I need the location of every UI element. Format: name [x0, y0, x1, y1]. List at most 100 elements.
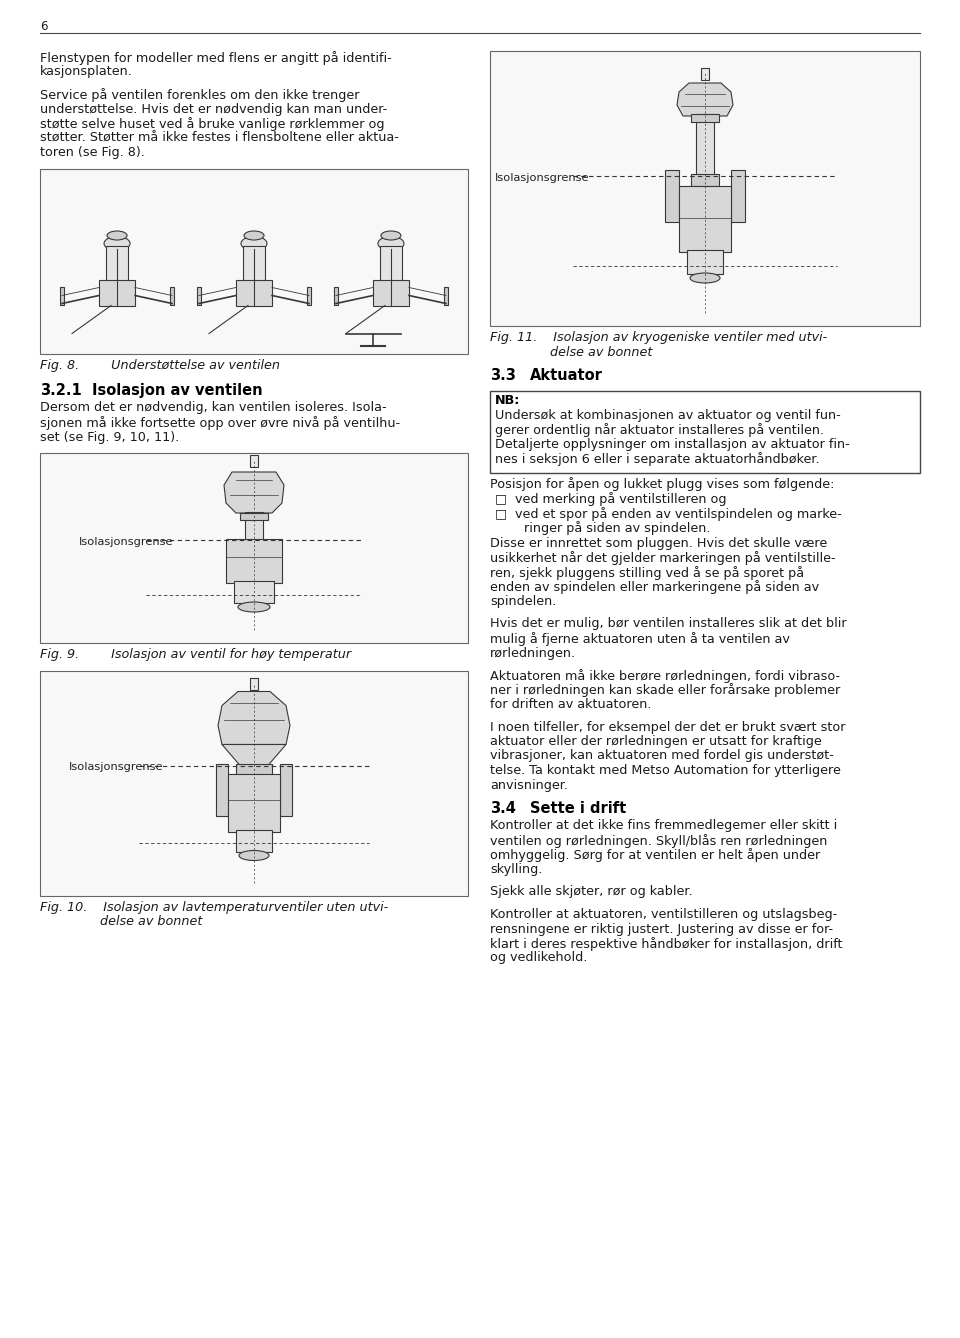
Text: omhyggelig. Sørg for at ventilen er helt åpen under: omhyggelig. Sørg for at ventilen er helt… — [490, 848, 820, 863]
Bar — [380, 245, 402, 281]
Bar — [236, 830, 272, 851]
Text: □  ved merking på ventilstilleren og: □ ved merking på ventilstilleren og — [495, 492, 727, 507]
Text: mulig å fjerne aktuatoren uten å ta ventilen av: mulig å fjerne aktuatoren uten å ta vent… — [490, 632, 790, 646]
Text: anvisninger.: anvisninger. — [490, 779, 568, 792]
Text: enden av spindelen eller markeringene på siden av: enden av spindelen eller markeringene på… — [490, 581, 819, 594]
Text: Undersøk at kombinasjonen av aktuator og ventil fun-: Undersøk at kombinasjonen av aktuator og… — [495, 409, 841, 421]
Bar — [687, 250, 723, 274]
Bar — [696, 114, 714, 177]
Bar — [40, 454, 468, 644]
Bar — [106, 245, 128, 281]
Text: Disse er innrettet som pluggen. Hvis det skulle være: Disse er innrettet som pluggen. Hvis det… — [490, 537, 828, 550]
Bar — [334, 286, 338, 305]
Text: understøttelse. Hvis det er nødvendig kan man under-: understøttelse. Hvis det er nødvendig ka… — [40, 103, 387, 115]
Text: Isolasjonsgrense: Isolasjonsgrense — [79, 537, 174, 547]
Polygon shape — [218, 692, 290, 744]
Text: usikkerhet når det gjelder markeringen på ventilstille-: usikkerhet når det gjelder markeringen p… — [490, 551, 835, 566]
Text: Dersom det er nødvendig, kan ventilen isoleres. Isola-: Dersom det er nødvendig, kan ventilen is… — [40, 401, 387, 415]
Text: aktuator eller der rørledningen er utsatt for kraftige: aktuator eller der rørledningen er utsat… — [490, 735, 822, 748]
Bar — [240, 512, 268, 520]
Text: 6: 6 — [40, 20, 47, 33]
Bar — [236, 764, 272, 776]
Text: toren (se Fig. 8).: toren (se Fig. 8). — [40, 146, 145, 159]
Bar — [60, 286, 64, 305]
Text: vibrasjoner, kan aktuatoren med fordel gis understøt-: vibrasjoner, kan aktuatoren med fordel g… — [490, 749, 834, 763]
Bar — [490, 51, 920, 326]
Text: 3.3: 3.3 — [490, 368, 516, 383]
Text: Isolasjonsgrense: Isolasjonsgrense — [69, 763, 163, 772]
Text: støtter. Støtter må ikke festes i flensboltene eller aktua-: støtter. Støtter må ikke festes i flensb… — [40, 131, 398, 145]
Text: skylling.: skylling. — [490, 863, 542, 876]
Text: ren, sjekk pluggens stilling ved å se på sporet på: ren, sjekk pluggens stilling ved å se på… — [490, 566, 804, 579]
Text: 3.2.1: 3.2.1 — [40, 383, 82, 397]
Bar — [691, 114, 719, 122]
Text: Isolasjonsgrense: Isolasjonsgrense — [495, 173, 589, 183]
Text: Hvis det er mulig, bør ventilen installeres slik at det blir: Hvis det er mulig, bør ventilen installe… — [490, 618, 847, 630]
Text: ner i rørledningen kan skade eller forårsake problemer: ner i rørledningen kan skade eller forår… — [490, 684, 840, 697]
Bar — [99, 280, 135, 305]
Text: set (se Fig. 9, 10, 11).: set (se Fig. 9, 10, 11). — [40, 431, 180, 443]
Ellipse shape — [104, 237, 130, 250]
Polygon shape — [224, 472, 284, 512]
Text: Sette i drift: Sette i drift — [530, 801, 626, 816]
Bar — [679, 186, 731, 252]
Text: kasjonsplaten.: kasjonsplaten. — [40, 66, 132, 79]
Text: Posisjon for åpen og lukket plugg vises som følgende:: Posisjon for åpen og lukket plugg vises … — [490, 478, 834, 491]
Ellipse shape — [690, 273, 720, 284]
Text: telse. Ta kontakt med Metso Automation for ytterligere: telse. Ta kontakt med Metso Automation f… — [490, 764, 841, 777]
Bar — [490, 391, 920, 474]
Ellipse shape — [239, 851, 269, 860]
Ellipse shape — [381, 231, 401, 240]
Text: for driften av aktuatoren.: for driften av aktuatoren. — [490, 698, 652, 710]
Ellipse shape — [244, 231, 264, 240]
Text: NB:: NB: — [495, 395, 520, 408]
Text: spindelen.: spindelen. — [490, 595, 557, 607]
Text: delse av bonnet: delse av bonnet — [550, 345, 653, 359]
Bar — [701, 68, 709, 80]
Bar — [40, 670, 468, 895]
Text: klart i deres respektive håndbøker for installasjon, drift: klart i deres respektive håndbøker for i… — [490, 937, 843, 951]
Bar — [170, 286, 174, 305]
Bar — [250, 455, 258, 467]
Text: Service på ventilen forenkles om den ikke trenger: Service på ventilen forenkles om den ikk… — [40, 88, 359, 102]
Text: rensningene er riktig justert. Justering av disse er for-: rensningene er riktig justert. Justering… — [490, 922, 833, 935]
Text: ventilen og rørledningen. Skyll/blås ren rørledningen: ventilen og rørledningen. Skyll/blås ren… — [490, 834, 828, 848]
Text: Flenstypen for modeller med flens er angitt på identifi-: Flenstypen for modeller med flens er ang… — [40, 51, 392, 66]
Bar — [236, 280, 272, 305]
Bar — [234, 581, 274, 603]
Text: □  ved et spor på enden av ventilspindelen og marke-: □ ved et spor på enden av ventilspindele… — [495, 507, 842, 520]
Bar — [307, 286, 311, 305]
Bar — [216, 764, 228, 815]
Bar — [372, 280, 409, 305]
Ellipse shape — [241, 237, 267, 250]
Polygon shape — [222, 744, 286, 765]
Text: Aktuatoren må ikke berøre rørledningen, fordi vibraso-: Aktuatoren må ikke berøre rørledningen, … — [490, 669, 840, 682]
Text: rørledningen.: rørledningen. — [490, 646, 576, 660]
Text: gerer ordentlig når aktuator installeres på ventilen.: gerer ordentlig når aktuator installeres… — [495, 424, 824, 438]
Bar — [280, 764, 292, 815]
Text: Kontroller at det ikke fins fremmedlegemer eller skitt i: Kontroller at det ikke fins fremmedlegem… — [490, 819, 837, 832]
Bar — [245, 512, 263, 541]
Text: delse av bonnet: delse av bonnet — [100, 915, 203, 929]
Ellipse shape — [238, 602, 270, 611]
Text: Fig. 10.    Isolasjon av lavtemperaturventiler uten utvi-: Fig. 10. Isolasjon av lavtemperaturventi… — [40, 900, 388, 914]
Bar — [40, 169, 468, 353]
Bar — [691, 174, 719, 186]
Text: Kontroller at aktuatoren, ventilstilleren og utslagsbeg-: Kontroller at aktuatoren, ventilstillere… — [490, 909, 837, 921]
Text: Detaljerte opplysninger om installasjon av aktuator fin-: Detaljerte opplysninger om installasjon … — [495, 438, 850, 451]
Text: Fig. 9.        Isolasjon av ventil for høy temperatur: Fig. 9. Isolasjon av ventil for høy temp… — [40, 648, 351, 661]
Text: Sjekk alle skjøter, rør og kabler.: Sjekk alle skjøter, rør og kabler. — [490, 886, 692, 899]
Bar — [665, 170, 679, 222]
Text: Aktuator: Aktuator — [530, 368, 603, 383]
Text: Isolasjon av ventilen: Isolasjon av ventilen — [92, 383, 263, 397]
Text: I noen tilfeller, for eksempel der det er brukt svært stor: I noen tilfeller, for eksempel der det e… — [490, 720, 846, 733]
Bar — [243, 245, 265, 281]
Bar — [226, 539, 282, 583]
Polygon shape — [677, 83, 733, 116]
Text: nes i seksjon 6 eller i separate aktuatorhåndbøker.: nes i seksjon 6 eller i separate aktuato… — [495, 452, 820, 467]
Bar — [731, 170, 745, 222]
Text: Fig. 11.    Isolasjon av kryogeniske ventiler med utvi-: Fig. 11. Isolasjon av kryogeniske ventil… — [490, 330, 828, 344]
Text: ringer på siden av spindelen.: ringer på siden av spindelen. — [508, 522, 710, 535]
Ellipse shape — [107, 231, 127, 240]
Bar — [228, 773, 280, 831]
